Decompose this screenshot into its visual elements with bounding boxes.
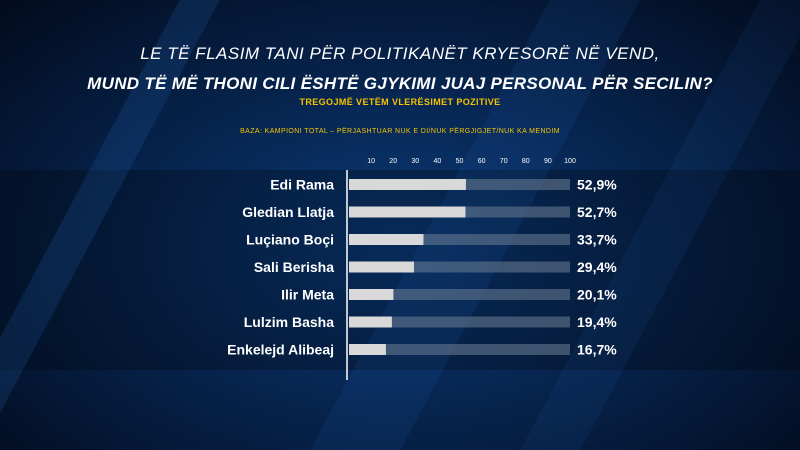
- bar: [349, 206, 466, 218]
- category-label: Sali Berisha: [254, 259, 334, 275]
- base-note: BAZA: KAMPIONI TOTAL – PËRJASHTUAR NUK E…: [240, 128, 560, 135]
- bar-track: [349, 344, 570, 355]
- bar: [349, 261, 414, 273]
- x-tick-label: 70: [500, 158, 508, 165]
- value-label: 20,1%: [577, 287, 617, 303]
- value-label: 52,7%: [577, 204, 617, 220]
- category-label: Lulzim Basha: [244, 314, 334, 330]
- category-label: Gledian Llatja: [242, 204, 334, 220]
- x-tick-label: 100: [564, 158, 576, 165]
- category-label: Enkelejd Alibeaj: [227, 342, 334, 358]
- bar: [349, 344, 386, 355]
- category-label: Ilir Meta: [281, 287, 334, 303]
- category-label: Edi Rama: [270, 177, 334, 193]
- bar: [349, 234, 424, 245]
- value-label: 19,4%: [577, 314, 617, 330]
- value-label: 52,9%: [577, 177, 617, 193]
- x-tick-label: 90: [544, 158, 552, 165]
- x-tick-label: 40: [434, 158, 442, 165]
- x-tick-label: 20: [389, 158, 397, 165]
- bar-track: [349, 316, 570, 328]
- bar: [349, 179, 466, 190]
- value-label: 29,4%: [577, 259, 617, 275]
- bar-track: [349, 261, 570, 273]
- bar: [349, 316, 392, 328]
- question-line-1: LE TË FLASIM TANI PËR POLITIKANËT KRYESO…: [140, 44, 660, 63]
- bar: [349, 289, 394, 300]
- x-tick-label: 50: [456, 158, 464, 165]
- question-line-2: MUND TË MË THONI CILI ËSHTË GJYKIMI JUAJ…: [87, 74, 713, 93]
- subtitle: TREGOJMË VETËM VLERËSIMET POZITIVE: [299, 97, 501, 107]
- category-label: Luçiano Boçi: [246, 232, 334, 248]
- bar-track: [349, 289, 570, 300]
- x-tick-label: 10: [367, 158, 375, 165]
- x-tick-label: 80: [522, 158, 530, 165]
- bar-track: [349, 234, 570, 245]
- x-tick-label: 60: [478, 158, 486, 165]
- value-label: 33,7%: [577, 232, 617, 248]
- value-label: 16,7%: [577, 342, 617, 358]
- x-tick-label: 30: [411, 158, 419, 165]
